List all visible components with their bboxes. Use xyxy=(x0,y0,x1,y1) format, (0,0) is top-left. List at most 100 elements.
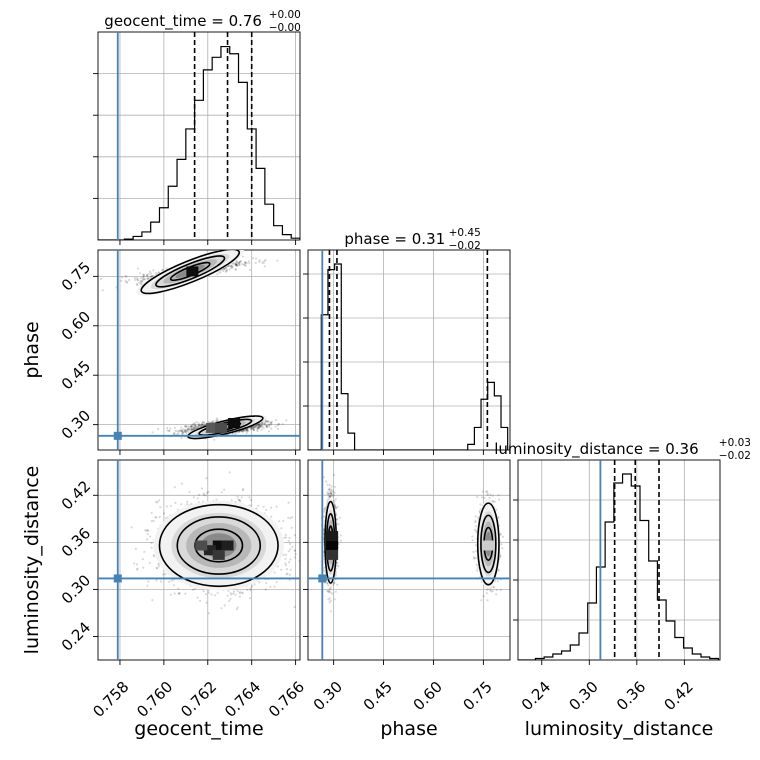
scatter-point xyxy=(207,591,210,594)
scatter-point xyxy=(237,261,240,264)
scatter-point xyxy=(202,590,205,593)
scatter-point xyxy=(266,420,270,423)
scatter-point xyxy=(234,264,237,267)
scatter-point xyxy=(214,594,217,597)
scatter-point xyxy=(267,430,270,433)
scatter-point xyxy=(276,259,279,262)
scatter-point xyxy=(284,562,287,565)
scatter-point xyxy=(278,520,281,523)
scatter-point xyxy=(258,424,261,427)
scatter-point xyxy=(155,566,158,570)
scatter-point xyxy=(234,262,237,265)
scatter-point xyxy=(276,427,280,431)
scatter-point xyxy=(260,424,263,427)
panel-0-mode-1-contour-1 xyxy=(155,255,226,288)
scatter-point xyxy=(247,260,250,263)
scatter-point xyxy=(154,515,157,519)
scatter-point xyxy=(191,424,194,427)
scatter-point xyxy=(192,426,195,430)
scatter-point xyxy=(194,425,197,428)
scatter-point xyxy=(334,574,337,577)
scatter-point xyxy=(168,580,171,583)
scatter-point xyxy=(231,432,234,435)
scatter-point xyxy=(260,424,263,427)
scatter-point xyxy=(158,499,161,502)
scatter-point xyxy=(252,429,256,432)
scatter-point xyxy=(228,268,231,271)
scatter-point xyxy=(139,272,142,275)
scatter-point xyxy=(130,526,133,529)
scatter-point xyxy=(251,257,255,260)
scatter-point xyxy=(230,593,233,596)
scatter-point xyxy=(141,281,144,284)
scatter-point xyxy=(270,515,273,518)
scatter-point xyxy=(241,429,244,432)
panel-2-content xyxy=(320,473,505,613)
scatter-point xyxy=(222,269,225,272)
scatter-point xyxy=(190,425,193,428)
scatter-point xyxy=(244,261,247,264)
marginal-luminosity_distance-title-plus: +0.03 xyxy=(719,437,751,449)
scatter-point xyxy=(200,423,203,426)
scatter-point xyxy=(207,612,210,615)
scatter-point xyxy=(173,432,176,435)
panel-1-mode-0-contour-1 xyxy=(176,516,262,575)
panel-1-density-cell-4 xyxy=(212,549,225,560)
scatter-point xyxy=(124,279,127,282)
scatter-point xyxy=(184,425,187,428)
scatter-point xyxy=(249,504,252,507)
marginal-luminosity_distance-grid xyxy=(518,460,720,660)
scatter-point xyxy=(246,427,249,430)
scatter-point xyxy=(235,608,239,611)
scatter-point xyxy=(190,425,193,428)
scatter-point xyxy=(216,273,219,276)
scatter-point xyxy=(203,422,206,425)
scatter-point xyxy=(173,431,176,434)
scatter-point xyxy=(269,421,272,424)
scatter-point xyxy=(146,528,149,532)
scatter-point xyxy=(148,270,152,273)
marginal-phase: phase = 0.31 +0.45−0.02 xyxy=(303,227,511,455)
scatter-point xyxy=(238,263,241,266)
panel-geocent_time-vs-luminosity_distance xyxy=(93,459,301,665)
scatter-point xyxy=(228,599,231,603)
scatter-point xyxy=(186,429,189,432)
scatter-point xyxy=(155,579,158,582)
scatter-point xyxy=(181,430,184,433)
scatter-point xyxy=(181,430,184,433)
scatter-point xyxy=(150,520,153,523)
scatter-point xyxy=(180,436,183,439)
scatter-point xyxy=(146,277,149,280)
scatter-point xyxy=(156,567,159,570)
panel-0-content xyxy=(100,250,288,441)
scatter-point xyxy=(150,541,153,545)
scatter-point xyxy=(241,263,244,266)
scatter-point xyxy=(329,591,332,594)
scatter-point xyxy=(157,427,160,431)
scatter-point xyxy=(265,425,268,428)
panel-geocent_time-vs-luminosity_distance-frame xyxy=(97,459,301,661)
scatter-point xyxy=(201,423,204,427)
scatter-point xyxy=(241,429,244,432)
scatter-point xyxy=(234,593,237,596)
scatter-point xyxy=(150,272,153,275)
scatter-point xyxy=(339,534,342,537)
scatter-point xyxy=(285,568,288,571)
scatter-point xyxy=(265,420,268,423)
scatter-point xyxy=(168,429,171,432)
scatter-point xyxy=(186,503,189,506)
scatter-point xyxy=(238,264,241,267)
scatter-point xyxy=(228,471,231,474)
scatter-point xyxy=(285,573,288,576)
scatter-point xyxy=(135,568,139,571)
scatter-point xyxy=(161,268,164,272)
scatter-point xyxy=(257,423,260,426)
scatter-point xyxy=(193,426,196,430)
scatter-point xyxy=(191,423,195,426)
scatter-point xyxy=(178,430,181,433)
scatter-point xyxy=(244,261,247,264)
scatter-point xyxy=(195,421,198,424)
scatter-point xyxy=(277,423,280,426)
scatter-point xyxy=(265,424,268,427)
scatter-point xyxy=(289,548,292,551)
